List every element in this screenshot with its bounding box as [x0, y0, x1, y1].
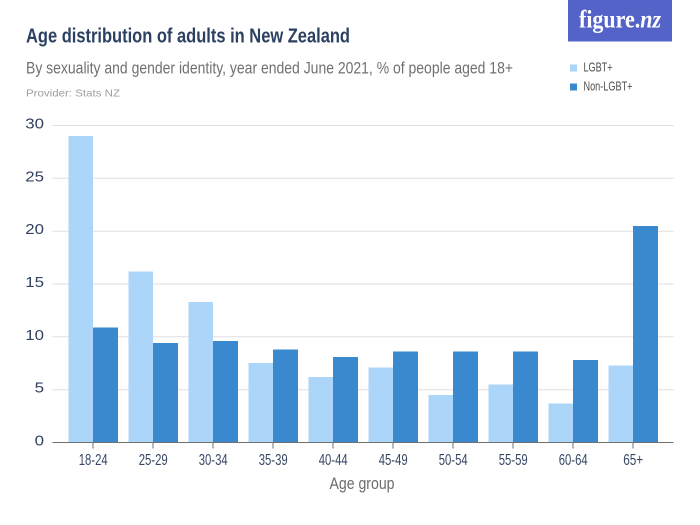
svg-text:30: 30: [25, 116, 44, 133]
svg-text:40-44: 40-44: [319, 452, 348, 469]
svg-text:Provider: Stats NZ: Provider: Stats NZ: [26, 88, 121, 100]
svg-text:Age distribution of adults in: Age distribution of adults in New Zealan…: [26, 26, 350, 48]
svg-text:0: 0: [35, 433, 44, 450]
svg-text:By sexuality and gender identi: By sexuality and gender identity, year e…: [26, 59, 513, 78]
svg-text:figure.nz: figure.nz: [579, 7, 661, 34]
svg-text:55-59: 55-59: [499, 452, 528, 469]
svg-text:10: 10: [25, 327, 44, 344]
svg-text:35-39: 35-39: [259, 452, 288, 469]
svg-text:25-29: 25-29: [139, 452, 168, 469]
svg-text:5: 5: [35, 380, 44, 397]
svg-text:60-64: 60-64: [559, 452, 588, 469]
svg-text:30-34: 30-34: [199, 452, 228, 469]
svg-text:45-49: 45-49: [379, 452, 408, 469]
svg-text:18-24: 18-24: [79, 452, 108, 469]
svg-text:25: 25: [25, 168, 44, 185]
svg-text:Non-LGBT+: Non-LGBT+: [584, 79, 633, 94]
svg-text:20: 20: [25, 221, 44, 238]
svg-text:Age group: Age group: [330, 475, 395, 493]
svg-text:65+: 65+: [623, 452, 643, 469]
svg-text:15: 15: [25, 274, 44, 291]
svg-text:LGBT+: LGBT+: [584, 60, 613, 75]
svg-text:50-54: 50-54: [439, 452, 468, 469]
